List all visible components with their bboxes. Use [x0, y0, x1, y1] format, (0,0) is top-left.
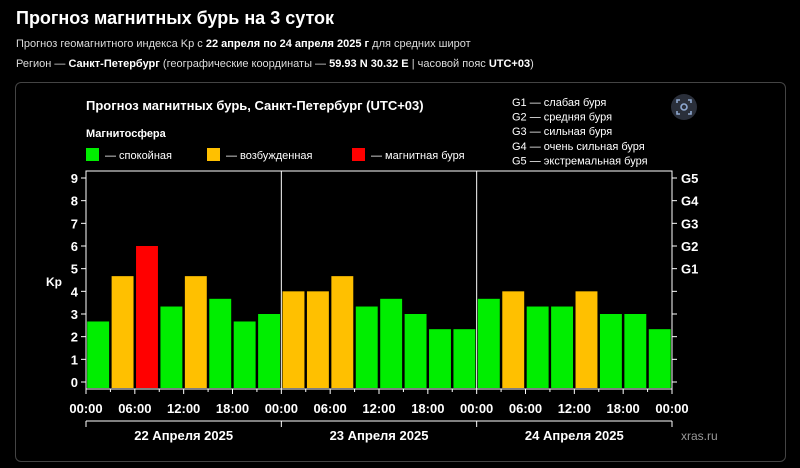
bar-12 [355, 306, 378, 388]
bar-3 [136, 246, 158, 388]
day-label-1: 22 Апреля 2025 [134, 428, 233, 443]
bar-6 [209, 298, 232, 388]
bar-7 [233, 321, 256, 388]
region-timezone: UTC+03 [488, 58, 531, 70]
storm-scale-item-3: G3 — сильная буря [512, 126, 612, 138]
bar-17 [477, 298, 500, 388]
y-tick-label-9: 9 [71, 171, 78, 186]
region-text-3: | часовой пояс [408, 58, 489, 70]
chart-frame [15, 82, 786, 462]
bar-19 [526, 306, 549, 388]
right-tick-label-g5: G5 [681, 171, 698, 186]
region-city: Санкт-Петербург [68, 58, 160, 70]
bar-13 [380, 298, 403, 388]
y-tick-label-8: 8 [71, 194, 78, 209]
forecast-subtitle: Прогноз геомагнитного индекса Kp с 22 ап… [16, 38, 471, 50]
y-tick-label-2: 2 [71, 330, 78, 345]
y-tick-label-7: 7 [71, 216, 78, 231]
region-coords: 59.93 N 30.32 E [329, 58, 409, 70]
legend-swatch-2 [207, 148, 220, 161]
bar-15 [429, 329, 451, 388]
y-tick-label-5: 5 [71, 262, 78, 277]
storm-scale-legend: G1 — слабая буря G2 — средняя буря G3 — си… [512, 97, 648, 167]
bar-10 [306, 291, 329, 388]
bar-20 [551, 306, 574, 388]
region-text-1: Регион — [16, 58, 69, 70]
camera-focus-icon [676, 99, 692, 115]
bar-14 [404, 314, 427, 388]
x-tick-label-8: 18:00 [411, 401, 444, 416]
subtitle-dates: 22 апреля по 24 апреля 2025 г [205, 38, 370, 50]
bar-22 [599, 314, 622, 388]
storm-scale-item-1: G1 — слабая буря [512, 97, 606, 109]
x-axis: 00:00 06:00 12:00 18:00 00:00 06:00 12:00 18:00… [69, 389, 689, 443]
bar-1 [87, 321, 110, 388]
bar-5 [184, 276, 207, 388]
storm-scale-item-4: G4 — очень сильная буря [512, 141, 645, 153]
x-tick-label-1: 00:00 [69, 401, 102, 416]
legend-label-1: — спокойная [105, 150, 172, 162]
y-axis: 0 1 2 3 4 5 6 7 8 9 G1 G2 G3 G4 G5 [71, 171, 699, 390]
subtitle-text-1: Прогноз геомагнитного индекса Kp с [16, 38, 206, 50]
y-axis-label: Kp [46, 275, 62, 289]
y-tick-label-6: 6 [71, 239, 78, 254]
y-tick-label-1: 1 [71, 352, 78, 367]
right-tick-label-g2: G2 [681, 239, 698, 254]
y-tick-label-3: 3 [71, 307, 78, 322]
watermark: xras.ru [681, 429, 718, 443]
x-tick-label-9: 00:00 [460, 401, 493, 416]
legend-swatch-1 [86, 148, 99, 161]
bar-9 [282, 291, 305, 388]
x-tick-label-3: 12:00 [167, 401, 200, 416]
day-label-2: 23 Апреля 2025 [330, 428, 429, 443]
storm-scale-item-5: G5 — экстремальная буря [512, 155, 648, 167]
x-tick-label-7: 12:00 [362, 401, 395, 416]
bar-24 [648, 329, 671, 388]
x-tick-label-2: 06:00 [118, 401, 151, 416]
legend-swatch-3 [352, 148, 365, 161]
x-tick-label-11: 12:00 [558, 401, 591, 416]
legend: — спокойная — возбужденная — магнитная бур… [86, 148, 465, 162]
y-tick-label-0: 0 [71, 375, 78, 390]
bars [87, 246, 671, 388]
right-tick-label-g4: G4 [681, 194, 699, 209]
bar-16 [453, 329, 476, 388]
screenshot-button[interactable] [671, 94, 697, 120]
region-text-2: (географические координаты — [159, 58, 330, 70]
bar-21 [575, 291, 598, 388]
x-tick-label-10: 06:00 [509, 401, 542, 416]
legend-title: Магнитосфера [86, 128, 167, 140]
x-tick-label-13: 00:00 [655, 401, 688, 416]
bar-23 [624, 314, 647, 388]
right-tick-label-g3: G3 [681, 216, 698, 231]
region-text-4: ) [530, 58, 534, 70]
storm-scale-item-2: G2 — средняя буря [512, 112, 612, 124]
y-tick-label-4: 4 [71, 284, 79, 299]
chart-title: Прогноз магнитных бурь, Санкт-Петербург … [86, 98, 424, 113]
bar-4 [160, 306, 183, 388]
bar-18 [502, 291, 525, 388]
subtitle-text-2: для средних широт [369, 38, 471, 50]
bar-11 [331, 276, 354, 388]
x-tick-label-6: 06:00 [314, 401, 347, 416]
bar-8 [258, 314, 281, 388]
bar-2 [111, 276, 134, 388]
day-label-3: 24 Апреля 2025 [525, 428, 624, 443]
legend-label-3: — магнитная буря [371, 150, 465, 162]
region-line: Регион — Санкт-Петербург (географические… [16, 58, 534, 70]
legend-label-2: — возбужденная [226, 150, 313, 162]
x-tick-label-12: 18:00 [607, 401, 640, 416]
x-tick-label-4: 18:00 [216, 401, 249, 416]
x-tick-label-5: 00:00 [265, 401, 298, 416]
page-title: Прогноз магнитных бурь на 3 суток [16, 8, 335, 28]
right-tick-label-g1: G1 [681, 262, 698, 277]
